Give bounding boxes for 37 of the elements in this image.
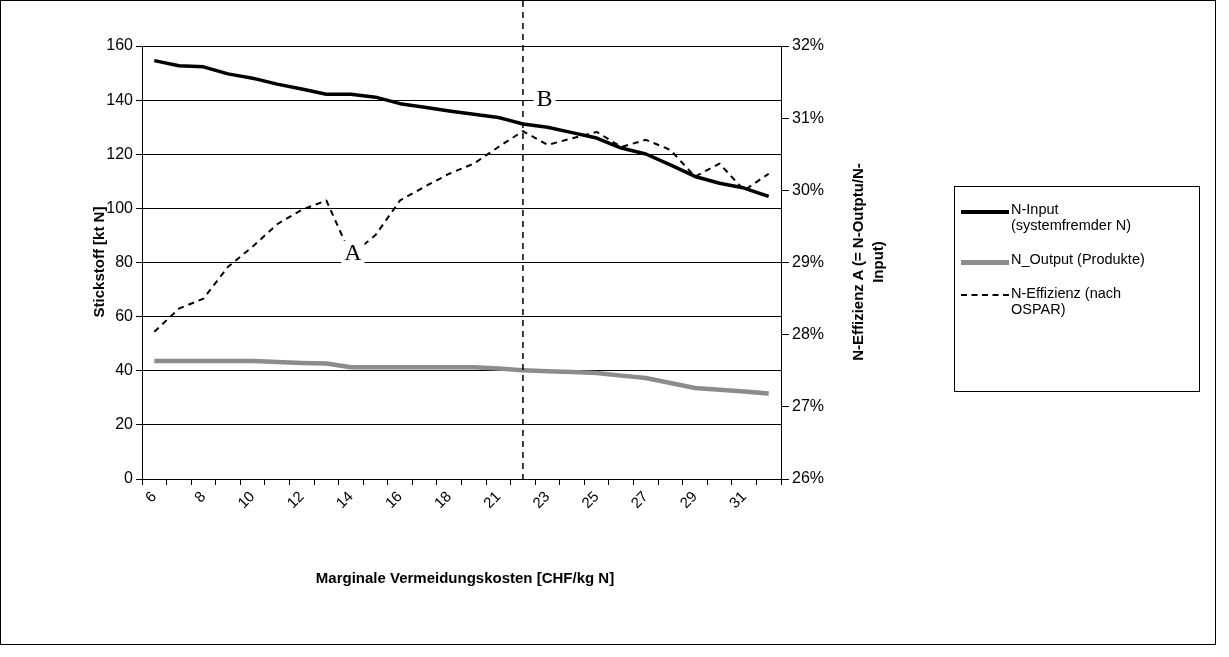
x-tick-label: 14 — [332, 487, 356, 512]
y-axis-title: Stickstoff [kt N] — [90, 205, 107, 320]
y-tick-label: 80 — [115, 252, 134, 270]
legend-label: N-Effizienz (nach OSPAR) — [1011, 285, 1123, 317]
x-tick-label: 18 — [430, 487, 455, 512]
y-tick-label: 0 — [124, 469, 134, 487]
x-tick-label: 8 — [190, 487, 209, 506]
y2-tick-label: 30% — [792, 180, 825, 198]
x-tick-label: 6 — [141, 487, 160, 506]
y-tick-label: 20 — [115, 415, 134, 433]
y2-tick-label: 31% — [792, 108, 825, 126]
y2-tick-label: 26% — [792, 469, 825, 487]
y-tick-label: 40 — [115, 361, 134, 379]
x-tick-label: 29 — [676, 487, 701, 512]
y2-axis-title: N-Effizienz A (= N-Outptu/N-Input) — [848, 162, 887, 362]
y-tick-label: 60 — [115, 307, 134, 325]
annotation: B — [536, 85, 553, 112]
x-tick-label: 23 — [528, 487, 553, 512]
x-tick-label: 12 — [282, 487, 307, 512]
y2-tick-label: 32% — [792, 36, 825, 54]
y-tick-label: 100 — [106, 198, 134, 216]
x-tick-label: 21 — [479, 487, 504, 512]
x-tick-label: 31 — [725, 487, 750, 512]
x-axis-title: Marginale Vermeidungskosten [CHF/kg N] — [314, 568, 616, 588]
y-tick-label: 160 — [106, 36, 134, 54]
x-tick-label: 10 — [233, 487, 258, 512]
x-tick-label: 27 — [627, 487, 651, 512]
legend-label: N-Input (systemfremder N) — [1011, 201, 1133, 233]
legend-label: N_Output (Produkte) — [1011, 251, 1145, 267]
x-tick-label: 16 — [381, 487, 406, 512]
y-tick-label: 140 — [106, 90, 134, 108]
annotation: A — [344, 239, 363, 266]
x-tick-label: 25 — [577, 487, 602, 512]
y2-tick-label: 28% — [792, 325, 825, 343]
y2-tick-label: 27% — [792, 397, 825, 415]
y-tick-label: 120 — [106, 144, 134, 162]
y2-tick-label: 29% — [792, 252, 825, 270]
